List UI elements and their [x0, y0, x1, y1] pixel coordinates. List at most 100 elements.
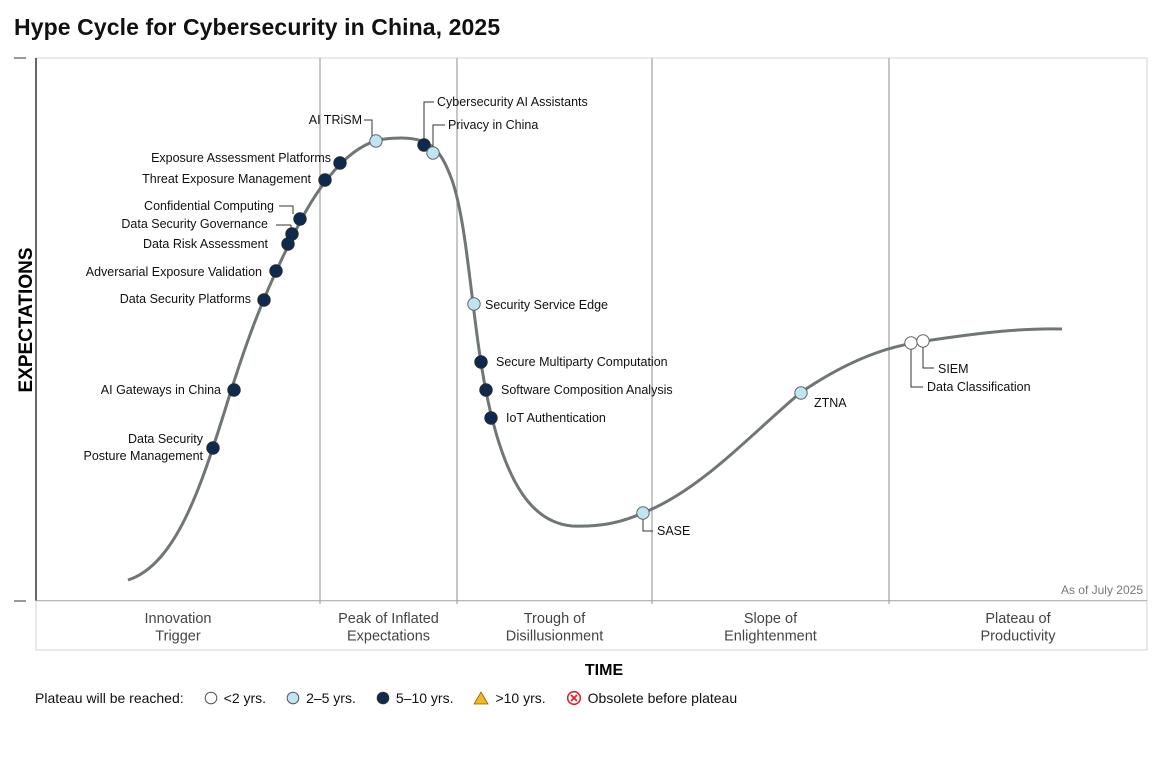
marker-dot[interactable]	[227, 383, 241, 397]
marker-dot[interactable]	[479, 383, 493, 397]
technology-marker[interactable]: AI Gateways in China	[101, 383, 241, 397]
marker-label: Threat Exposure Management	[142, 172, 311, 186]
marker-label: Security Service Edge	[485, 298, 608, 312]
technology-marker[interactable]: Cybersecurity AI Assistants	[417, 95, 588, 152]
phase-label: Trigger	[155, 629, 201, 645]
marker-dot[interactable]	[916, 334, 930, 348]
marker-label: SIEM	[938, 362, 969, 376]
x-axis-label: TIME	[585, 662, 624, 679]
marker-label: Data Security Governance	[121, 217, 268, 231]
marker-dot[interactable]	[369, 134, 383, 148]
technology-marker[interactable]: Data Classification	[904, 336, 1031, 394]
technology-marker[interactable]: Security Service Edge	[467, 297, 608, 312]
technology-marker[interactable]: SIEM	[916, 334, 969, 376]
technology-marker[interactable]: ZTNA	[794, 386, 847, 410]
technology-marker[interactable]: Software Composition Analysis	[479, 383, 673, 397]
marker-dot[interactable]	[333, 156, 347, 170]
technology-marker[interactable]: Secure Multiparty Computation	[474, 355, 668, 369]
marker-dot[interactable]	[426, 146, 440, 160]
marker-label: Data Security	[128, 432, 204, 446]
phase-label: Innovation	[145, 611, 212, 627]
phase-label: Disillusionment	[506, 629, 604, 645]
leader-line	[364, 119, 373, 136]
marker-label: IoT Authentication	[506, 411, 606, 425]
marker-dot[interactable]	[467, 297, 481, 311]
marker-label: SASE	[657, 524, 690, 538]
light-blue-circle-icon	[286, 691, 300, 705]
phase-label: Trough of	[524, 611, 586, 627]
legend-item-lt2: <2 yrs.	[204, 690, 266, 706]
marker-label: Cybersecurity AI Assistants	[437, 95, 588, 109]
marker-label: Data Risk Assessment	[143, 237, 269, 251]
phase-band	[35, 600, 1148, 651]
technology-marker[interactable]: Data Risk Assessment	[143, 237, 295, 251]
technology-marker[interactable]: SASE	[636, 506, 691, 538]
navy-circle-icon	[376, 691, 390, 705]
technology-marker[interactable]: IoT Authentication	[484, 411, 606, 425]
leader-line	[423, 101, 434, 139]
legend: Plateau will be reached: <2 yrs. 2–5 yrs…	[35, 690, 737, 706]
marker-dot[interactable]	[293, 212, 307, 226]
legend-label: 5–10 yrs.	[395, 690, 454, 706]
y-axis-label: EXPECTATIONS	[16, 248, 37, 393]
phase-label: Peak of Inflated	[338, 611, 439, 627]
marker-dot[interactable]	[269, 264, 283, 278]
technology-marker[interactable]: Data Security Posture Management	[83, 432, 220, 463]
technology-marker[interactable]: Exposure Assessment Platforms	[151, 151, 347, 170]
marker-dot[interactable]	[318, 173, 332, 187]
red-x-circle-icon	[566, 690, 581, 706]
marker-dot[interactable]	[794, 386, 808, 400]
marker-label: Privacy in China	[448, 118, 538, 132]
technology-marker[interactable]: AI TRiSM	[309, 113, 383, 148]
technology-marker[interactable]: Data Security Governance	[121, 217, 299, 241]
phase-label: Plateau of	[985, 611, 1051, 627]
legend-item-gt10: >10 yrs.	[473, 690, 546, 706]
as-of-note: As of July 2025	[1061, 583, 1143, 597]
legend-label: 2–5 yrs.	[306, 690, 356, 706]
legend-item-2to5: 2–5 yrs.	[286, 690, 356, 706]
legend-label: >10 yrs.	[495, 690, 546, 706]
legend-item-5to10: 5–10 yrs.	[376, 690, 454, 706]
phase-label: Productivity	[981, 629, 1057, 645]
marker-label: Posture Management	[83, 449, 203, 463]
phase-label: Enlightenment	[724, 629, 817, 645]
legend-lead: Plateau will be reached:	[35, 690, 184, 706]
marker-label: Software Composition Analysis	[501, 383, 673, 397]
marker-dot[interactable]	[904, 336, 918, 350]
marker-dot[interactable]	[484, 411, 498, 425]
marker-dot[interactable]	[285, 227, 299, 241]
marker-label: Confidential Computing	[144, 199, 274, 213]
marker-dot[interactable]	[417, 138, 431, 152]
phase-label: Slope of	[744, 611, 798, 627]
marker-label: AI TRiSM	[309, 113, 362, 127]
chart-title: Hype Cycle for Cybersecurity in China, 2…	[14, 14, 501, 40]
legend-item-obsolete: Obsolete before plateau	[566, 690, 737, 706]
marker-label: Adversarial Exposure Validation	[86, 265, 262, 279]
hollow-circle-icon	[204, 691, 217, 705]
legend-label: <2 yrs.	[223, 690, 267, 706]
plot-area	[35, 57, 1148, 602]
marker-dot[interactable]	[636, 506, 650, 520]
marker-label: Data Classification	[927, 380, 1031, 394]
leader-line	[279, 205, 294, 214]
legend-label: Obsolete before plateau	[587, 690, 738, 706]
technology-marker[interactable]: Privacy in China	[426, 118, 539, 160]
technology-marker[interactable]: Threat Exposure Management	[142, 172, 332, 187]
marker-label: Exposure Assessment Platforms	[151, 151, 331, 165]
marker-dot[interactable]	[206, 441, 220, 455]
technology-marker[interactable]: Data Security Platforms	[120, 292, 271, 307]
marker-label: ZTNA	[814, 396, 847, 410]
leader-line	[922, 347, 934, 369]
yellow-triangle-icon	[473, 691, 490, 705]
marker-dot[interactable]	[474, 355, 488, 369]
leader-line	[642, 519, 653, 532]
marker-label: Data Security Platforms	[120, 292, 251, 306]
technology-marker[interactable]: Confidential Computing	[144, 199, 307, 226]
technology-marker[interactable]: Adversarial Exposure Validation	[86, 264, 283, 279]
leader-line	[432, 124, 445, 147]
marker-label: Secure Multiparty Computation	[496, 355, 668, 369]
phase-label: Expectations	[347, 629, 430, 645]
marker-dot[interactable]	[257, 293, 271, 307]
leader-line	[910, 349, 923, 388]
